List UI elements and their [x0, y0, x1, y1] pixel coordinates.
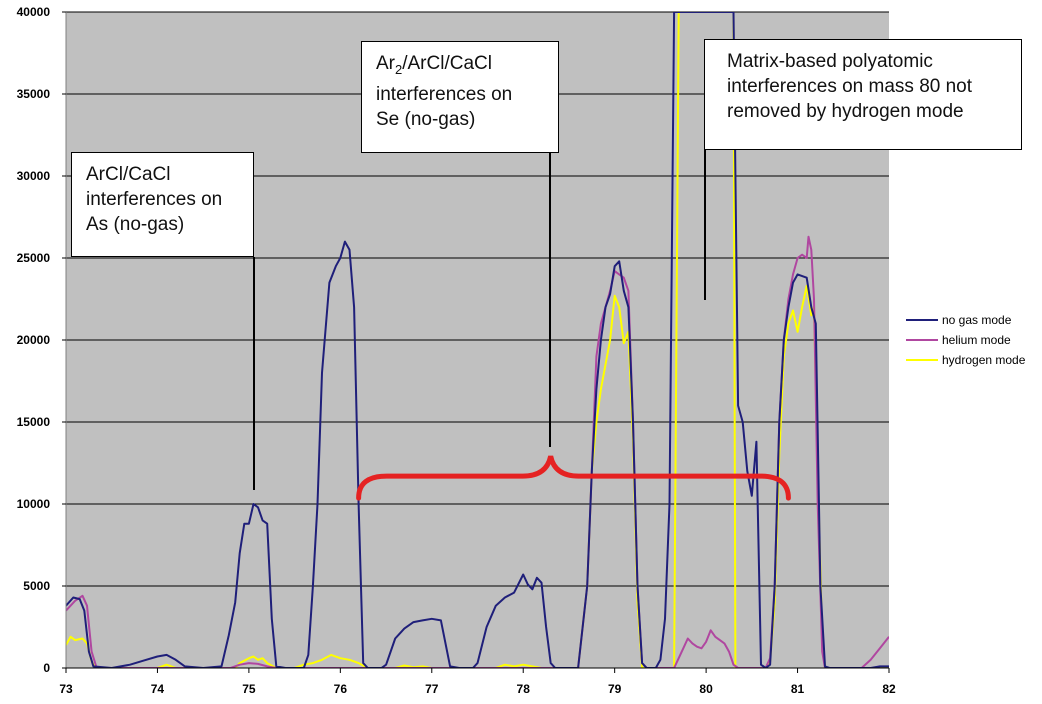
x-tick-label-0: 73	[59, 682, 73, 696]
legend-label-no-gas: no gas mode	[942, 313, 1012, 327]
annotation-se: Ar2/ArCl/CaCl interferences on Se (no-ga…	[361, 41, 559, 153]
series-line-no-gas-mode	[66, 12, 889, 668]
legend-label-helium: helium mode	[942, 333, 1011, 347]
x-tick-label-2: 75	[242, 682, 256, 696]
annotation-se-formula-sub: 2	[395, 61, 403, 77]
y-tick-label-6: 30000	[17, 169, 51, 183]
y-tick-labels: 0 5000 10000 15000 20000 25000 30000 35000 40000	[17, 5, 66, 675]
annotation-matrix-line1: Matrix-based polyatomic	[727, 51, 933, 72]
annotation-matrix: Matrix-based polyatomic interferences on…	[704, 39, 1022, 150]
legend-label-hydrogen: hydrogen mode	[942, 353, 1026, 367]
series-lines	[66, 12, 889, 668]
series-line-hydrogen-mode	[66, 12, 889, 668]
x-tick-label-6: 79	[608, 682, 622, 696]
series-line-helium-mode	[66, 235, 889, 668]
annotation-as-line1: ArCl/CaCl	[86, 164, 171, 185]
legend-swatch-helium	[906, 339, 938, 341]
x-tick-label-8: 81	[791, 682, 805, 696]
x-tick-label-4: 77	[425, 682, 439, 696]
x-tick-label-9: 82	[882, 682, 896, 696]
annotation-matrix-line2: interferences on mass 80 not	[727, 76, 973, 97]
annotation-as-line3: As (no-gas)	[86, 214, 185, 235]
brace-annotation	[356, 455, 791, 501]
y-tick-label-3: 15000	[17, 415, 51, 429]
y-tick-label-5: 25000	[17, 251, 51, 265]
annotation-se-formula-base: Ar	[376, 53, 395, 74]
y-tick-label-0: 0	[43, 661, 50, 675]
annotation-as-line2: interferences on	[86, 189, 223, 210]
y-tick-label-7: 35000	[17, 87, 51, 101]
y-tick-label-4: 20000	[17, 333, 51, 347]
legend-swatch-no-gas	[906, 319, 938, 321]
legend-swatch-hydrogen	[906, 359, 938, 361]
x-tick-label-3: 76	[334, 682, 348, 696]
legend-item-hydrogen: hydrogen mode	[906, 350, 1042, 370]
annotation-leaders	[253, 150, 706, 490]
brace-path	[356, 455, 791, 501]
annotation-se-formula-rest: /ArCl/CaCl	[402, 53, 492, 74]
annotation-se-line3: Se (no-gas)	[376, 108, 476, 130]
annotation-matrix-line3: removed by hydrogen mode	[727, 101, 964, 122]
x-tick-label-5: 78	[517, 682, 531, 696]
x-tick-label-7: 80	[699, 682, 713, 696]
annotation-as: ArCl/CaCl interferences on As (no-gas)	[71, 152, 254, 257]
x-tick-labels: 73 74 75 76 77 78 79 80 81 82	[59, 668, 896, 696]
annotation-se-line1: Ar2/ArCl/CaCl	[376, 51, 544, 82]
legend: no gas mode helium mode hydrogen mode	[906, 310, 1042, 370]
y-tick-label-1: 5000	[23, 579, 50, 593]
y-tick-label-2: 10000	[17, 497, 51, 511]
annotation-se-line2: interferences on	[376, 83, 513, 105]
x-tick-label-1: 74	[151, 682, 165, 696]
legend-item-no-gas: no gas mode	[906, 310, 1042, 330]
legend-item-helium: helium mode	[906, 330, 1042, 350]
y-tick-label-8: 40000	[17, 5, 51, 19]
